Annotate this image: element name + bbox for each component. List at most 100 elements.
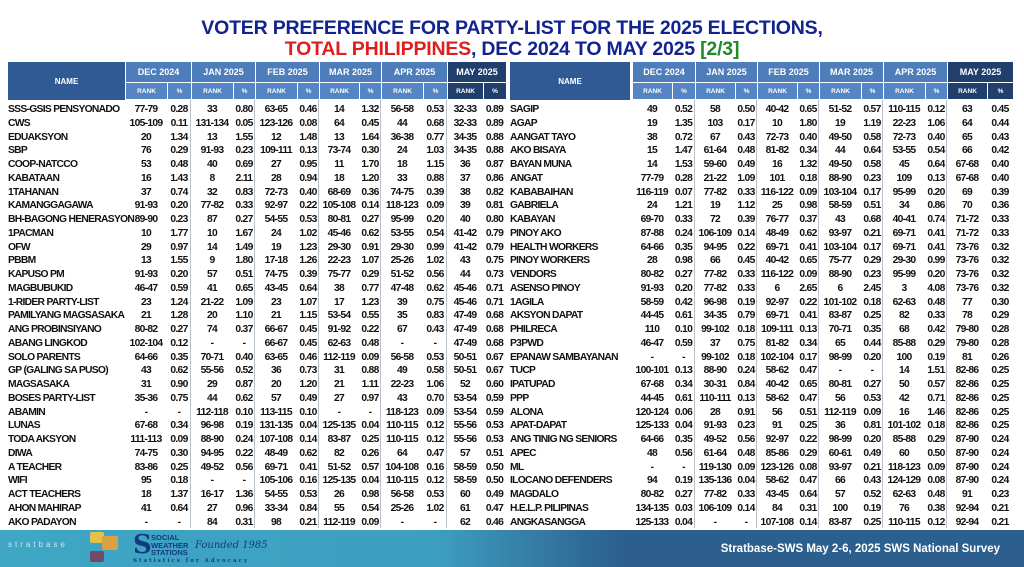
percent-apr-2025: 0.86 bbox=[927, 200, 945, 212]
rank-mar-2025: 93-97 bbox=[828, 227, 853, 239]
rank-feb-2025: 6 bbox=[774, 282, 780, 294]
rank-may-2025: 55-56 bbox=[453, 420, 478, 432]
percent-mar-2025: 0.09 bbox=[863, 406, 881, 418]
rank-jan-2025: 19 bbox=[709, 200, 721, 212]
rank-jan-2025: 106-109 bbox=[698, 227, 733, 239]
percent-feb-2025: 1.80 bbox=[799, 117, 817, 129]
rank-dec-2024: 91-93 bbox=[640, 282, 665, 294]
percent-dec-2024: - bbox=[682, 461, 685, 473]
percent-may-2025: 0.32 bbox=[991, 255, 1009, 267]
percent-subheader: % bbox=[423, 83, 447, 99]
percent-jan-2025: 0.69 bbox=[235, 159, 253, 170]
column-divider bbox=[318, 100, 319, 528]
rank-apr-2025: 69-71 bbox=[892, 241, 917, 253]
percent-dec-2024: 0.27 bbox=[674, 269, 693, 280]
column-divider bbox=[756, 100, 757, 528]
rank-may-2025: 43 bbox=[459, 255, 471, 267]
rank-feb-2025: 116-122 bbox=[760, 186, 794, 198]
rank-dec-2024: 125-133 bbox=[635, 516, 670, 528]
party-name: KAMANGGAGAWA bbox=[8, 200, 94, 212]
rank-apr-2025: 35 bbox=[396, 310, 408, 322]
table-row: HEALTH WORKERS 64-66 0.35 94-95 0.22 69-71 0.4… bbox=[510, 241, 1015, 255]
rank-may-2025: 79-80 bbox=[955, 337, 980, 349]
party-name: EDUAKSYON bbox=[8, 131, 68, 143]
rank-dec-2024: 67-68 bbox=[640, 379, 665, 390]
rank-feb-2025: 33-34 bbox=[264, 502, 289, 514]
rank-may-2025: 63 bbox=[961, 104, 973, 115]
percent-apr-2025: 0.54 bbox=[426, 227, 444, 239]
percent-feb-2025: 0.65 bbox=[799, 104, 817, 115]
rank-feb-2025: 58-62 bbox=[765, 392, 790, 404]
rank-mar-2025: 31 bbox=[333, 365, 345, 377]
column-divider bbox=[882, 100, 883, 528]
rank-apr-2025: 36-38 bbox=[390, 131, 415, 143]
rank-feb-2025: 27 bbox=[270, 159, 282, 170]
percent-apr-2025: 0.99 bbox=[426, 241, 444, 253]
percent-feb-2025: 0.41 bbox=[299, 461, 317, 473]
table-row: AKO BISAYA 15 1.47 61-64 0.48 81-82 0.34 44 0.64… bbox=[510, 144, 1015, 158]
percent-jan-2025: 0.91 bbox=[737, 406, 755, 418]
rank-dec-2024: 89-90 bbox=[134, 214, 159, 225]
percent-apr-2025: 1.51 bbox=[927, 365, 945, 377]
percent-mar-2025: 0.14 bbox=[361, 200, 379, 212]
rank-apr-2025: 85-88 bbox=[892, 434, 917, 445]
rank-feb-2025: 66-67 bbox=[264, 324, 289, 335]
percent-feb-2025: 0.65 bbox=[799, 255, 817, 267]
rank-dec-2024: 100-101 bbox=[635, 365, 670, 377]
rank-feb-2025: 72-73 bbox=[264, 186, 289, 198]
party-name: AKO PADAYON bbox=[8, 516, 77, 528]
percent-may-2025: 0.43 bbox=[991, 131, 1009, 143]
rank-may-2025: 67-68 bbox=[955, 159, 980, 170]
percent-mar-2025: 0.91 bbox=[361, 241, 379, 253]
rank-feb-2025: 69-71 bbox=[765, 241, 790, 253]
table-row: 1AGILA 58-59 0.42 96-98 0.19 92-97 0.22 101-102… bbox=[510, 296, 1015, 310]
percent-dec-2024: 0.75 bbox=[170, 392, 188, 404]
rank-dec-2024: 31 bbox=[140, 379, 152, 390]
percent-apr-2025: 0.53 bbox=[426, 351, 444, 363]
rank-may-2025: 87-90 bbox=[955, 434, 980, 445]
percent-apr-2025: 0.70 bbox=[426, 392, 444, 404]
percent-mar-2025: 0.51 bbox=[863, 200, 881, 212]
rank-mar-2025: 43 bbox=[834, 214, 846, 225]
percent-jan-2025: 0.14 bbox=[737, 227, 755, 239]
party-name: SBP bbox=[8, 145, 28, 157]
percent-may-2025: 0.81 bbox=[485, 200, 504, 212]
percent-dec-2024: 0.33 bbox=[674, 214, 693, 225]
table-row: KABAYAN 69-70 0.33 72 0.39 76-77 0.37 43 0.68 40-… bbox=[510, 213, 1015, 227]
percent-jan-2025: 0.18 bbox=[737, 351, 755, 363]
percent-feb-2025: 0.10 bbox=[299, 406, 317, 418]
percent-feb-2025: 0.41 bbox=[799, 310, 817, 322]
percent-mar-2025: 0.19 bbox=[863, 502, 881, 514]
rank-mar-2025: 112-119 bbox=[323, 351, 355, 363]
percent-mar-2025: 0.68 bbox=[863, 214, 881, 225]
percent-jan-2025: 1.80 bbox=[235, 255, 253, 267]
percent-mar-2025: 0.25 bbox=[863, 516, 881, 528]
rank-jan-2025: 94-95 bbox=[200, 447, 225, 459]
percent-may-2025: 0.88 bbox=[485, 145, 504, 157]
percent-dec-2024: 0.74 bbox=[170, 186, 188, 198]
rank-apr-2025: - bbox=[400, 516, 404, 528]
percent-dec-2024: 0.30 bbox=[170, 447, 188, 459]
rank-jan-2025: 34-35 bbox=[703, 310, 728, 322]
percent-dec-2024: 0.59 bbox=[170, 282, 188, 294]
table-row: ML - - 119-130 0.09 123-126 0.08 93-97 0.21 118-1… bbox=[510, 461, 1015, 475]
percent-dec-2024: 0.12 bbox=[170, 337, 188, 349]
table-row: ANG TINIG NG SENIORS 64-66 0.35 49-52 0.56 92… bbox=[510, 433, 1015, 447]
percent-may-2025: 0.45 bbox=[991, 104, 1009, 115]
percent-may-2025: 0.25 bbox=[991, 379, 1009, 390]
percent-feb-2025: 0.94 bbox=[299, 172, 317, 184]
table-row: GABRIELA 24 1.21 19 1.12 25 0.98 58-59 0.51 34 0.8… bbox=[510, 199, 1015, 213]
percent-mar-2025: 0.30 bbox=[361, 145, 379, 157]
rank-jan-2025: 87 bbox=[206, 214, 218, 225]
percent-may-2025: 0.32 bbox=[991, 269, 1009, 280]
percent-feb-2025: 0.98 bbox=[799, 200, 817, 212]
rank-mar-2025: 57 bbox=[834, 489, 846, 500]
percent-apr-2025: 0.18 bbox=[927, 420, 945, 432]
rank-apr-2025: 50 bbox=[898, 379, 910, 390]
percent-mar-2025: 0.43 bbox=[863, 475, 881, 487]
rank-jan-2025: 49-52 bbox=[703, 434, 728, 445]
rank-apr-2025: 100 bbox=[896, 351, 912, 363]
table-row: AKSYON DAPAT 44-45 0.61 34-35 0.79 69-71 0.41 8… bbox=[510, 309, 1015, 323]
rank-mar-2025: 88-90 bbox=[828, 172, 853, 184]
percent-mar-2025: 0.81 bbox=[863, 420, 881, 432]
